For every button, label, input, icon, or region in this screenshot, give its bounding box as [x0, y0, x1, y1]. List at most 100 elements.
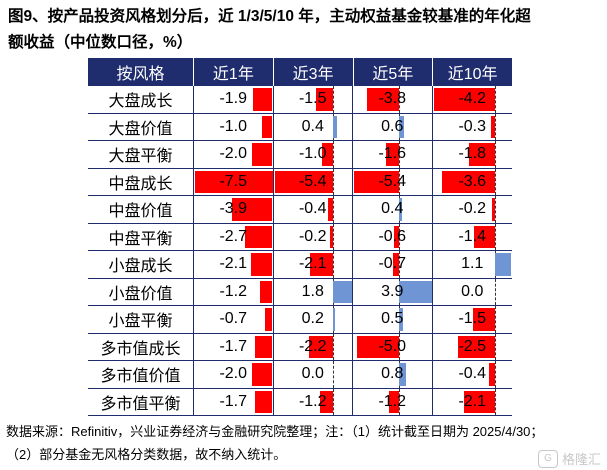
table-header: 按风格 近1年 近3年 近5年 近10年: [88, 58, 512, 86]
cell-value: -3.8: [378, 90, 407, 108]
positive-data-bar: [399, 280, 432, 303]
value-cell: -2.7: [194, 223, 274, 250]
source-note: 数据来源：Refinitiv，兴业证券经济与金融研究院整理；注：（1）统计截至日…: [6, 420, 606, 466]
value-cell: -5.4: [353, 168, 433, 195]
negative-data-bar: [250, 253, 273, 276]
table-row: 小盘价值 -1.2 1.8 3.9 0.0: [88, 278, 512, 306]
zero-axis-line: [332, 196, 334, 223]
value-cell: 0.6: [353, 113, 433, 140]
positive-data-bar: [399, 308, 404, 331]
cell-value: -2.7: [219, 227, 248, 245]
negative-data-bar: [328, 198, 333, 221]
positive-data-bar: [332, 308, 335, 331]
value-cell: 0.8: [353, 361, 433, 388]
table-row: 中盘平衡 -2.7 -0.2 -0.6 -1.4: [88, 223, 512, 251]
value-cell: -0.4: [433, 361, 513, 388]
value-cell: -2.5: [433, 333, 513, 360]
value-cell: -7.5: [194, 168, 274, 195]
cell-value: -2.2: [298, 337, 327, 355]
zero-axis-line: [399, 223, 400, 250]
negative-data-bar: [321, 143, 333, 166]
zero-axis-line: [494, 168, 496, 195]
figure-title-line-1: 图9、按产品投资风格划分后，近 1/3/5/10 年，主动权益基金较基准的年化超: [8, 8, 531, 25]
zero-axis-line: [494, 333, 496, 360]
row-label: 中盘价值: [88, 196, 194, 223]
positive-data-bar: [399, 363, 406, 386]
cell-value: -0.4: [298, 200, 327, 218]
row-label: 大盘价值: [88, 113, 194, 140]
value-cell: -1.2: [194, 278, 274, 305]
cell-value: 0.0: [301, 365, 324, 383]
negative-data-bar: [394, 225, 399, 248]
value-cell: 1.1: [433, 251, 513, 278]
row-label: 多市值成长: [88, 333, 194, 360]
value-cell: -3.6: [433, 168, 513, 195]
header-1y: 近1年: [193, 58, 273, 86]
gelonghui-logo-icon: G: [537, 449, 558, 468]
negative-data-bar: [254, 335, 273, 358]
table-body: 大盘成长 -1.9 -1.5 -3.8 -4.2 大盘价值 -1.0 0.4 0.6 -0.3 大盘…: [88, 86, 512, 416]
source-note-line-2: （2）部分基金无风格分类数据，故不纳入统计。: [6, 447, 287, 462]
cell-value: -1.7: [219, 392, 248, 410]
cell-value: -0.6: [378, 227, 407, 245]
row-label: 大盘成长: [88, 86, 194, 113]
negative-data-bar: [319, 390, 333, 413]
negative-data-bar: [357, 335, 399, 358]
zero-axis-line: [494, 278, 496, 305]
cell-value: -0.7: [378, 255, 407, 273]
value-cell: -0.4: [274, 196, 353, 223]
negative-data-bar: [330, 225, 333, 248]
cell-value: -1.2: [298, 392, 327, 410]
cell-value: -1.5: [458, 310, 487, 328]
value-cell: -2.1: [274, 251, 353, 278]
negative-data-bar: [393, 253, 399, 276]
watermark: G 格隆汇: [537, 449, 601, 468]
table-row: 大盘平衡 -2.0 -1.0 -1.6 -1.8: [88, 141, 512, 169]
negative-data-bar: [490, 115, 495, 138]
value-cell: 3.9: [353, 278, 433, 305]
zero-axis-line: [332, 251, 334, 278]
value-cell: -0.3: [433, 113, 513, 140]
value-cell: -1.0: [274, 141, 353, 168]
value-cell: -3.8: [353, 86, 433, 113]
negative-data-bar: [458, 335, 495, 358]
header-style: 按风格: [116, 66, 165, 83]
row-label: 小盘价值: [88, 278, 194, 305]
cell-value: 1.8: [301, 282, 324, 300]
value-cell: -0.2: [433, 196, 513, 223]
cell-value: 1.1: [461, 255, 484, 273]
cell-value: -1.0: [219, 117, 248, 135]
row-label: 多市值平衡: [88, 388, 194, 415]
value-cell: -1.9: [194, 86, 274, 113]
cell-value: -0.2: [458, 200, 487, 218]
value-cell: -0.6: [353, 223, 433, 250]
value-cell: 0.4: [353, 196, 433, 223]
table-row: 小盘平衡 -0.7 0.2 0.5 -1.5: [88, 306, 512, 334]
value-cell: -5.0: [353, 333, 433, 360]
zero-axis-line: [494, 388, 496, 415]
header-5y: 近5年: [352, 58, 433, 86]
table-row: 大盘成长 -1.9 -1.5 -3.8 -4.2: [88, 86, 512, 114]
zero-axis-line: [494, 86, 496, 113]
zero-axis-line: [494, 196, 496, 223]
negative-data-bar: [464, 390, 495, 413]
value-cell: 0.2: [274, 306, 353, 333]
negative-data-bar: [442, 170, 495, 193]
value-cell: 0.4: [274, 113, 353, 140]
value-cell: -1.2: [274, 388, 353, 415]
zero-axis-line: [332, 86, 334, 113]
cell-value: -2.1: [219, 255, 248, 273]
cell-value: -0.4: [458, 365, 487, 383]
value-cell: -2.1: [433, 388, 513, 415]
value-cell: -3.9: [194, 196, 274, 223]
cell-value: -5.4: [298, 172, 327, 190]
value-cell: -1.2: [353, 388, 433, 415]
cell-value: 0.6: [381, 117, 404, 135]
watermark-text: 格隆汇: [561, 452, 601, 467]
cell-value: -1.2: [219, 282, 248, 300]
negative-data-bar: [354, 170, 399, 193]
negative-data-bar: [252, 88, 273, 111]
value-cell: -2.0: [194, 361, 274, 388]
row-label: 多市值价值: [88, 361, 194, 388]
cell-value: -1.8: [458, 145, 487, 163]
